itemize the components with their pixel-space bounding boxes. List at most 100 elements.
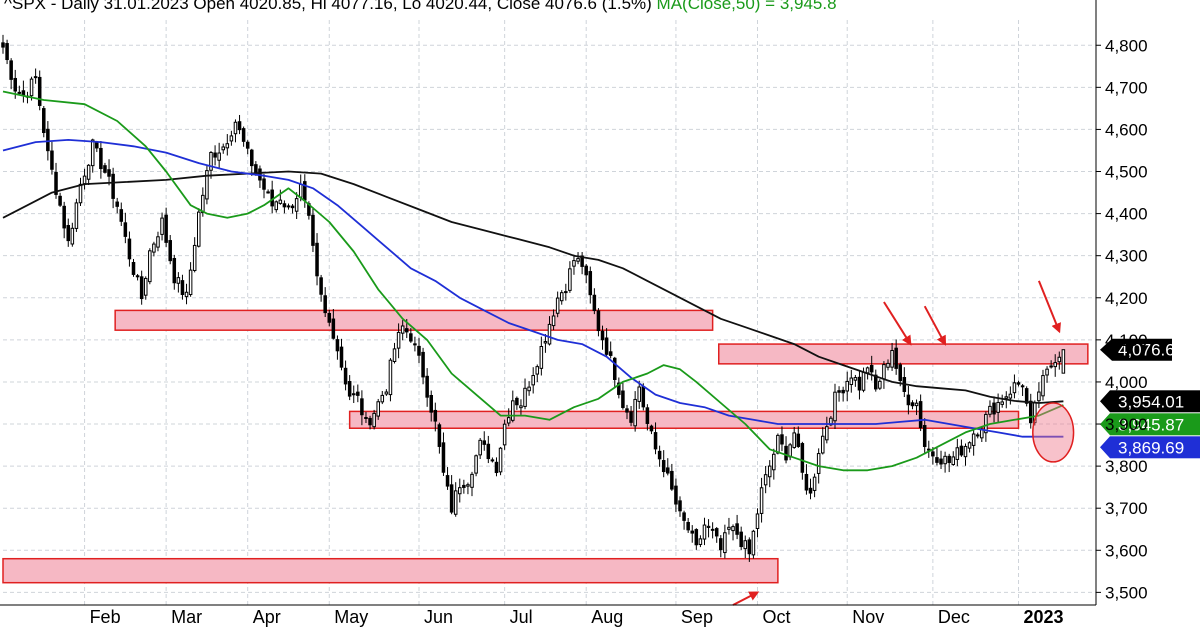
candle-up (372, 412, 376, 428)
candle-up (474, 455, 478, 474)
candle-down (213, 152, 217, 158)
candle-down (747, 539, 752, 555)
candle-up (710, 528, 715, 531)
candle-up (853, 377, 858, 381)
candle-down (959, 445, 964, 456)
candle-up (196, 211, 201, 247)
candles-layer (1, 34, 1066, 562)
candle-up (927, 448, 931, 451)
candle-down (661, 460, 666, 473)
candle-down (441, 442, 446, 473)
x-tick-label: Jul (510, 607, 533, 627)
candle-down (168, 240, 172, 262)
candle-up (698, 538, 703, 545)
candle-up (453, 490, 458, 515)
candle-down (1024, 388, 1029, 404)
candle-up (543, 341, 548, 344)
candle-down (617, 382, 621, 395)
candle-down (800, 443, 805, 473)
candle-down (735, 523, 739, 535)
candle-down (1, 42, 5, 48)
resistance-zone (114, 309, 714, 331)
candle-down (33, 76, 38, 79)
candle-down (360, 398, 364, 416)
close-price-tag (1100, 338, 1172, 361)
candle-down (445, 475, 450, 487)
candle-up (376, 401, 380, 417)
candle-down (657, 450, 662, 460)
candle-down (841, 389, 845, 394)
candle-down (311, 214, 315, 246)
x-tick-label: Aug (591, 607, 623, 627)
candle-down (139, 276, 144, 300)
candle-down (608, 351, 613, 356)
candle-down (343, 367, 348, 385)
y-tick-label: 4,100 (1105, 331, 1148, 350)
candle-up (148, 250, 152, 283)
candle-up (1008, 393, 1013, 399)
candle-up (156, 236, 160, 248)
candle-up (820, 435, 825, 454)
candle-up (380, 394, 385, 403)
candle-up (233, 121, 238, 135)
candle-down (409, 333, 413, 342)
value-tag-label: 3,869.69 (1118, 438, 1184, 457)
candle-up (572, 260, 576, 267)
annotation-arrow (923, 305, 947, 346)
candle-down (515, 397, 519, 406)
candle-up (294, 198, 299, 212)
ma100-line (2, 139, 1064, 438)
x-tick-label: Apr (253, 607, 281, 627)
candle-down (13, 77, 17, 92)
y-tick-label: 3,700 (1105, 499, 1148, 518)
candle-down (449, 484, 454, 513)
candle-up (1004, 396, 1009, 399)
candle-up (568, 268, 572, 291)
candle-down (918, 401, 923, 429)
candle-down (837, 390, 841, 393)
candle-up (759, 487, 764, 514)
candle-up (955, 447, 960, 460)
candle-down (584, 265, 588, 276)
candle-down (666, 467, 670, 474)
candle-up (559, 292, 564, 302)
candle-down (857, 376, 862, 391)
candle-down (135, 275, 140, 278)
ma-value-tag-pointer (1100, 436, 1110, 459)
candle-down (50, 150, 54, 170)
x-tick-label: May (334, 607, 368, 627)
candle-down (621, 390, 625, 408)
candle-up (1041, 375, 1045, 397)
candle-down (323, 295, 327, 314)
candle-down (808, 487, 813, 494)
ma-value-tag (1110, 390, 1200, 413)
candle-up (1020, 385, 1025, 388)
candle-up (392, 348, 397, 362)
x-tick-label: Nov (852, 607, 884, 627)
candle-down (241, 128, 246, 142)
candle-up (971, 433, 976, 446)
candle-down (123, 222, 128, 237)
candle-down (335, 339, 340, 352)
candle-up (776, 434, 780, 454)
candle-down (796, 433, 801, 447)
candle-down (922, 425, 927, 447)
candle-down (462, 484, 466, 488)
candle-down (237, 121, 242, 131)
candle-up (551, 315, 556, 327)
y-tick-label: 4,000 (1105, 373, 1148, 392)
candle-down (425, 375, 429, 398)
candle-up (188, 269, 193, 296)
highlight-ellipse (1032, 402, 1075, 463)
candle-down (95, 142, 99, 149)
candle-down (404, 328, 409, 333)
ma50-line (2, 90, 1064, 472)
candle-up (788, 444, 792, 458)
candle-down (119, 209, 124, 222)
candle-down (58, 195, 62, 206)
y-tick-label: 4,500 (1105, 163, 1148, 182)
candle-up (914, 402, 919, 407)
candle-down (315, 242, 319, 277)
candle-down (686, 521, 690, 531)
x-tick-label: Sep (681, 607, 713, 627)
